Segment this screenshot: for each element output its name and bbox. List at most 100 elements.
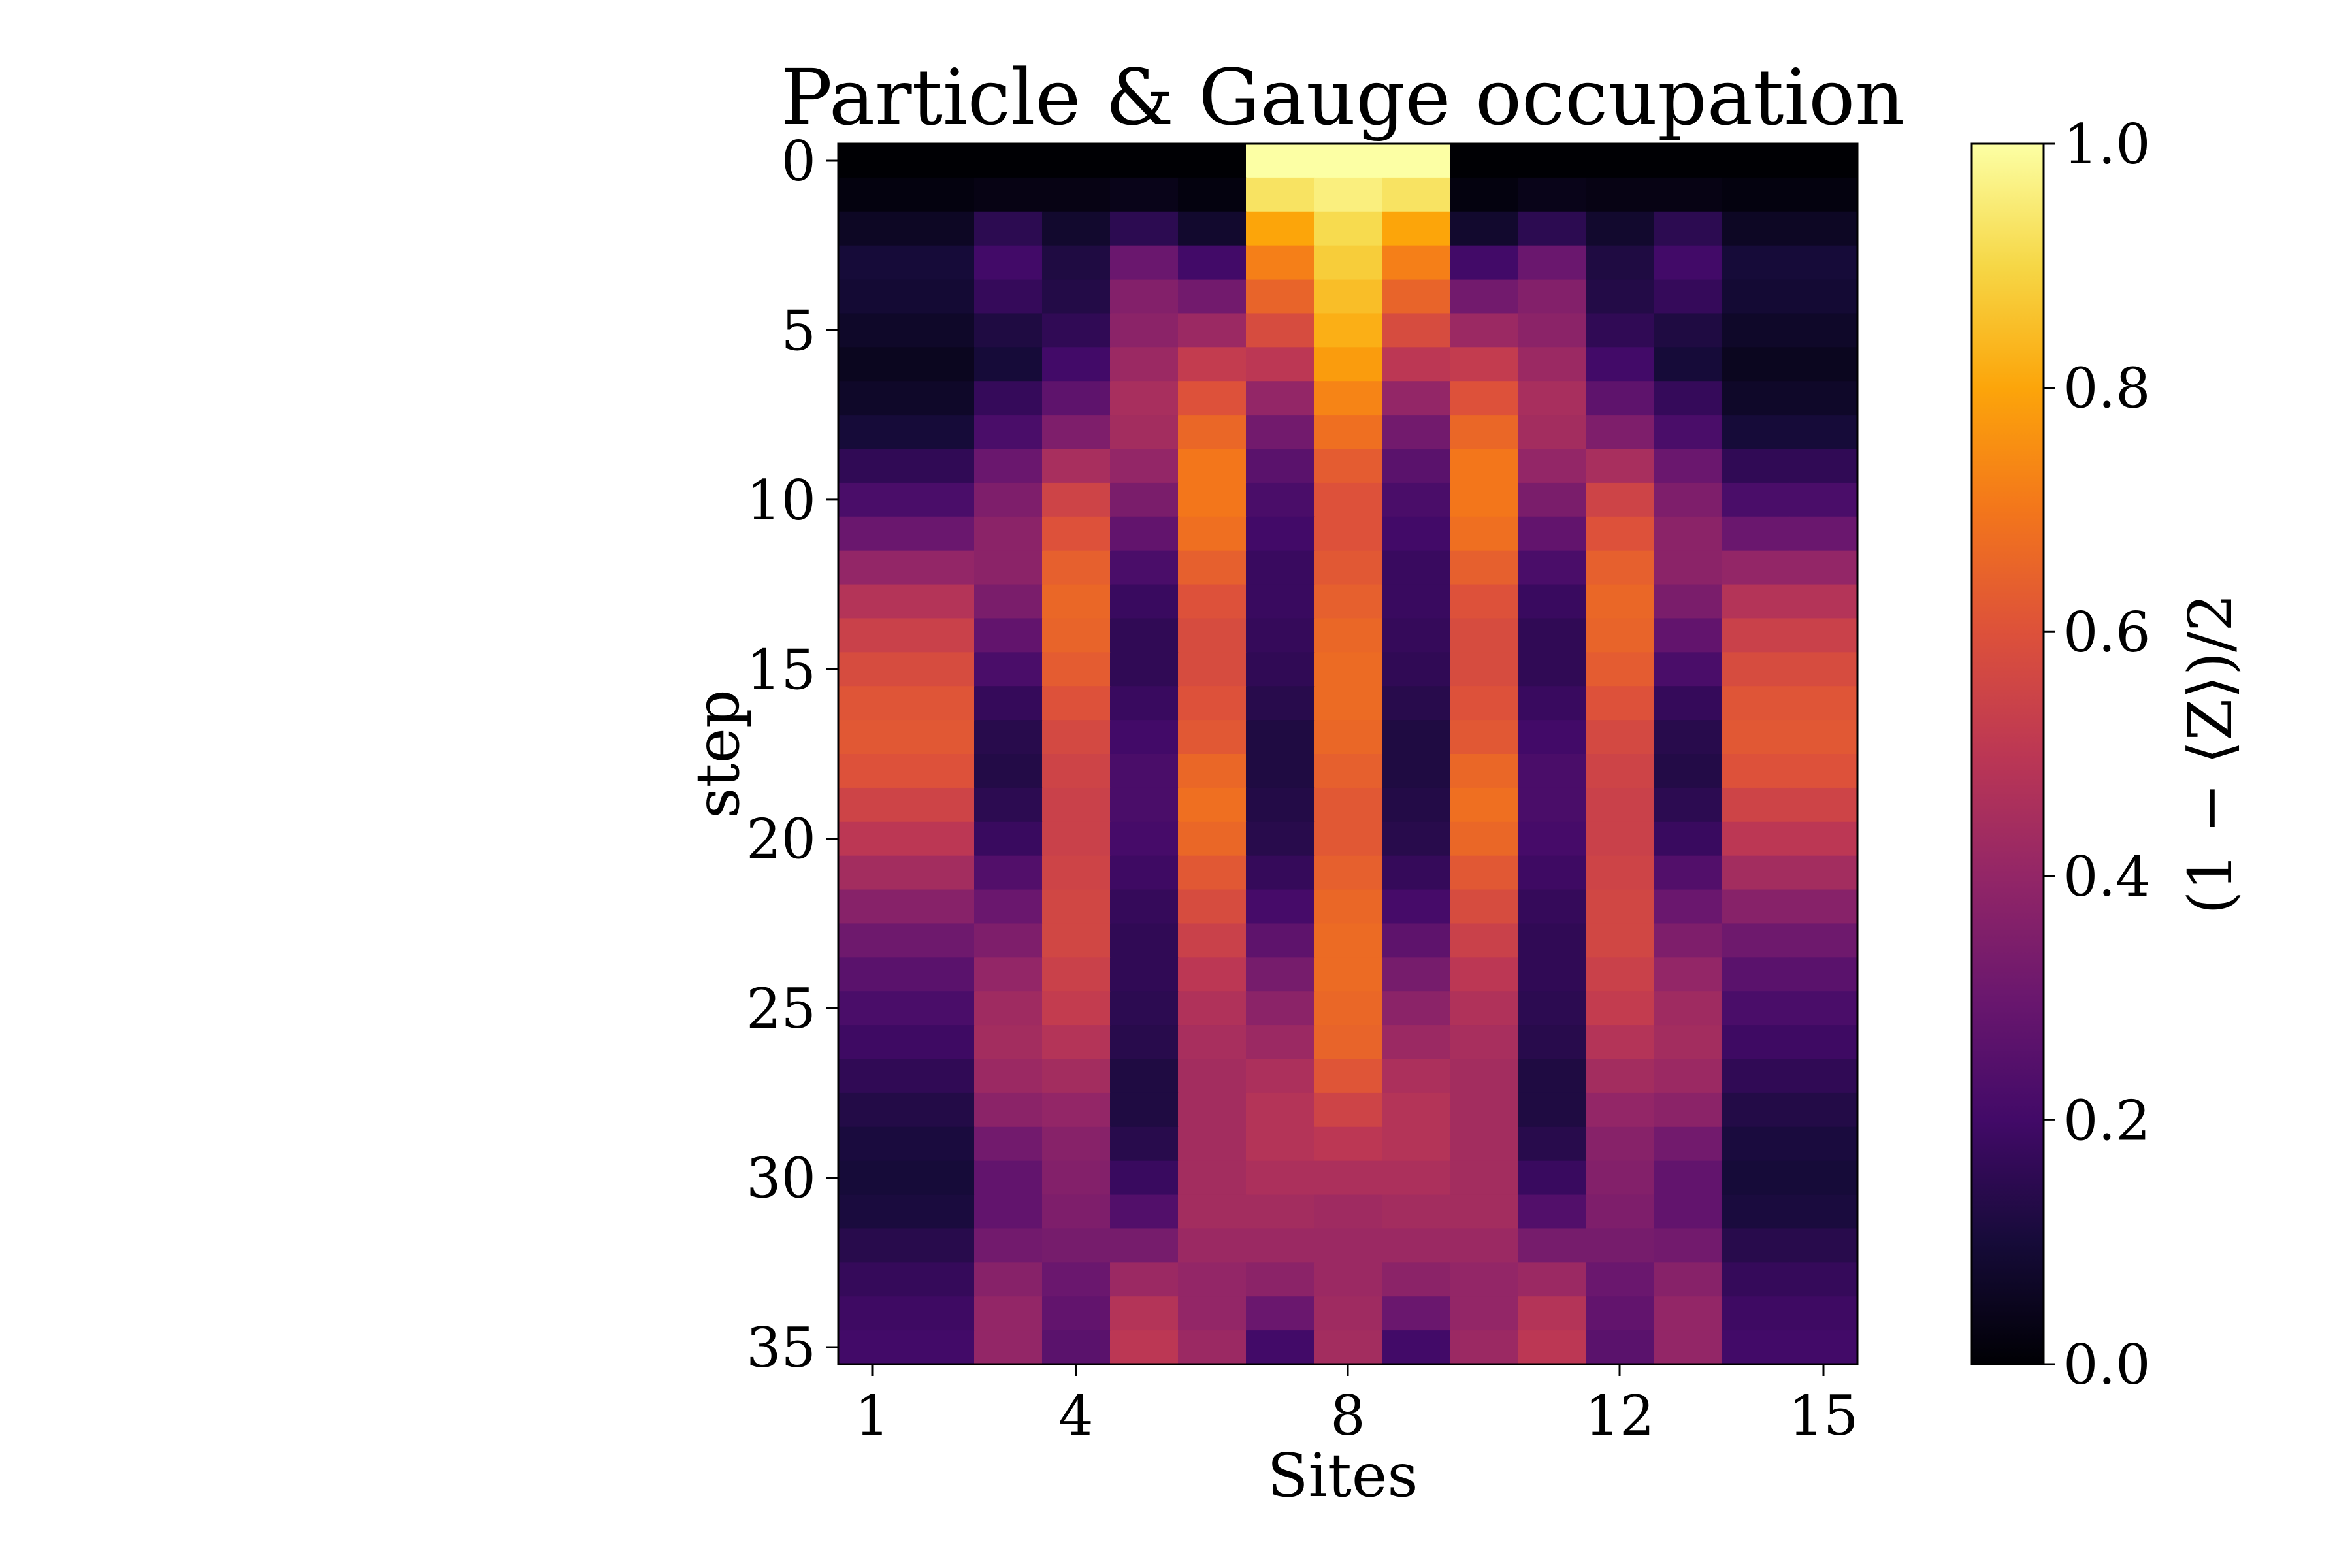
colorbar-tick-label: 0.4 bbox=[2063, 845, 2151, 909]
heatmap-cell bbox=[1789, 449, 1858, 483]
heatmap-cell bbox=[974, 347, 1043, 382]
heatmap-cell bbox=[1654, 584, 1722, 619]
heatmap-cell bbox=[1722, 1160, 1790, 1196]
heatmap-cell bbox=[1314, 618, 1382, 653]
heatmap-cell bbox=[1314, 1194, 1382, 1230]
heatmap-cell bbox=[1042, 313, 1111, 348]
heatmap-cell bbox=[1518, 1228, 1586, 1264]
heatmap-cell bbox=[1178, 686, 1247, 721]
heatmap-cell bbox=[1382, 550, 1450, 585]
heatmap-cell bbox=[1518, 991, 1586, 1026]
heatmap-cell bbox=[1110, 1092, 1179, 1128]
heatmap-cell bbox=[1450, 1296, 1518, 1331]
heatmap-cell bbox=[974, 1262, 1043, 1298]
heatmap-cell bbox=[1314, 482, 1382, 517]
heatmap-cell bbox=[1110, 1126, 1179, 1162]
heatmap-cell bbox=[1654, 618, 1722, 653]
heatmap-cell bbox=[1586, 482, 1654, 517]
heatmap-cell bbox=[1178, 144, 1247, 178]
heatmap-cell bbox=[1246, 787, 1315, 823]
y-tick-label: 35 bbox=[746, 1316, 816, 1380]
heatmap-cell bbox=[1586, 1059, 1654, 1094]
heatmap-cell bbox=[1654, 347, 1722, 382]
heatmap-cell bbox=[838, 381, 975, 416]
heatmap-cell bbox=[1518, 449, 1586, 483]
heatmap-cell bbox=[1722, 618, 1790, 653]
heatmap-cell bbox=[1450, 1025, 1518, 1060]
y-tick-label: 15 bbox=[746, 638, 816, 702]
heatmap-cell bbox=[1042, 821, 1111, 857]
heatmap-cell bbox=[1246, 313, 1315, 348]
heatmap-cell bbox=[838, 686, 975, 721]
heatmap-cell bbox=[838, 313, 975, 348]
heatmap-cell bbox=[1586, 1025, 1654, 1060]
heatmap-cell bbox=[1789, 550, 1858, 585]
heatmap-cell bbox=[1042, 957, 1111, 992]
heatmap-cell bbox=[974, 550, 1043, 585]
heatmap-cell bbox=[1722, 211, 1790, 246]
heatmap-cell bbox=[1450, 720, 1518, 755]
heatmap-cell bbox=[974, 177, 1043, 212]
heatmap-cell bbox=[1042, 1194, 1111, 1230]
heatmap-cell bbox=[1722, 855, 1790, 890]
heatmap-cell bbox=[1246, 1059, 1315, 1094]
heatmap-cell bbox=[1586, 516, 1654, 551]
heatmap-cell bbox=[1178, 245, 1247, 280]
heatmap-cell bbox=[1518, 245, 1586, 280]
heatmap-cell bbox=[838, 482, 975, 517]
heatmap-cell bbox=[1586, 1330, 1654, 1365]
heatmap-cell bbox=[974, 516, 1043, 551]
heatmap-cell bbox=[838, 1194, 975, 1230]
heatmap-cell bbox=[1042, 720, 1111, 755]
heatmap-cell bbox=[1246, 754, 1315, 789]
heatmap-cell bbox=[1654, 720, 1722, 755]
heatmap-cell bbox=[1382, 1296, 1450, 1331]
heatmap-cell bbox=[1654, 1194, 1722, 1230]
heatmap-cell bbox=[1722, 821, 1790, 857]
heatmap-cell bbox=[1722, 245, 1790, 280]
heatmap-cell bbox=[1042, 381, 1111, 416]
heatmap-cell bbox=[1586, 1296, 1654, 1331]
heatmap-cell bbox=[1314, 923, 1382, 958]
heatmap-cell bbox=[1042, 1059, 1111, 1094]
x-tick-label: 12 bbox=[1585, 1384, 1655, 1448]
heatmap-cell bbox=[1314, 855, 1382, 890]
heatmap-cell bbox=[1518, 1262, 1586, 1298]
heatmap-cell bbox=[1178, 1262, 1247, 1298]
colorbar-tick-label: 0.8 bbox=[2063, 357, 2151, 421]
heatmap-cell bbox=[1042, 1126, 1111, 1162]
heatmap-cell bbox=[1042, 923, 1111, 958]
heatmap-cell bbox=[974, 855, 1043, 890]
colorbar bbox=[1970, 142, 2045, 1365]
heatmap-cell bbox=[1586, 1160, 1654, 1196]
heatmap-cell bbox=[1789, 1330, 1858, 1365]
heatmap-cell bbox=[1789, 245, 1858, 280]
heatmap-cell bbox=[1722, 449, 1790, 483]
heatmap-cell bbox=[1246, 584, 1315, 619]
heatmap-cell bbox=[1110, 991, 1179, 1026]
heatmap-cell bbox=[1382, 991, 1450, 1026]
heatmap-cell bbox=[1042, 144, 1111, 178]
heatmap-cell bbox=[1722, 482, 1790, 517]
heatmap-cell bbox=[1110, 652, 1179, 687]
heatmap-cell bbox=[1314, 144, 1382, 178]
heatmap-cell bbox=[1382, 482, 1450, 517]
heatmap-cell bbox=[1722, 1025, 1790, 1060]
heatmap-cell bbox=[1178, 821, 1247, 857]
heatmap-cell bbox=[1654, 313, 1722, 348]
heatmap-cell bbox=[1654, 279, 1722, 314]
heatmap-cell bbox=[1450, 855, 1518, 890]
colorbar-tick-label: 0.0 bbox=[2063, 1333, 2151, 1397]
heatmap-cell bbox=[1110, 855, 1179, 890]
heatmap-cell bbox=[1586, 347, 1654, 382]
heatmap-cell bbox=[1246, 177, 1315, 212]
heatmap-cell bbox=[838, 787, 975, 823]
heatmap-cell bbox=[1518, 313, 1586, 348]
heatmap-cell bbox=[1110, 177, 1179, 212]
heatmap-cell bbox=[1722, 415, 1790, 449]
heatmap-cell bbox=[1789, 787, 1858, 823]
heatmap-cell bbox=[1110, 482, 1179, 517]
heatmap-cell bbox=[1382, 652, 1450, 687]
heatmap-cell bbox=[1722, 1194, 1790, 1230]
heatmap-cell bbox=[1246, 1296, 1315, 1331]
